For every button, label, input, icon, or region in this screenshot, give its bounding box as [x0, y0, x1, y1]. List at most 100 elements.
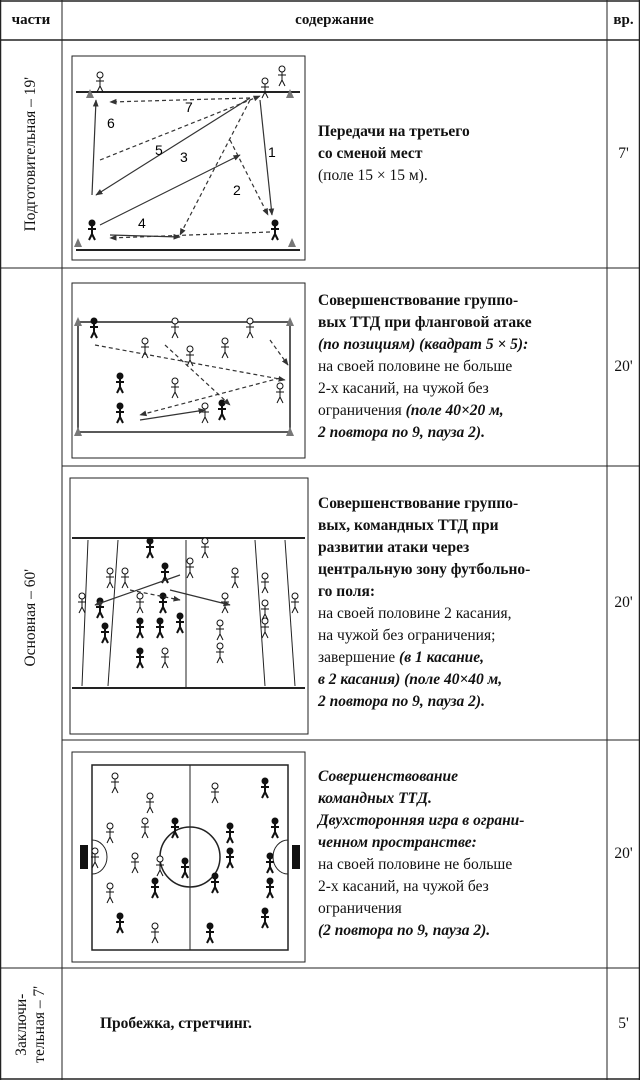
text-segment: (по позициям) (квадрат 5 × 5):: [318, 336, 528, 353]
row-text: Совершенствование группо-вых, командных …: [318, 466, 600, 740]
player: [262, 908, 268, 914]
text-line: ограничения (поле 40×20 м,: [318, 400, 600, 422]
player: [162, 563, 168, 569]
player: [142, 818, 148, 824]
row-time: 5': [607, 968, 640, 1080]
player: [272, 220, 278, 226]
player: [88, 226, 96, 240]
player: [232, 568, 238, 574]
text-segment: 2 повтора по 9, пауза 2).: [318, 693, 485, 710]
header-time: вр.: [607, 0, 640, 40]
player: [261, 624, 269, 638]
player: [117, 913, 123, 919]
player: [226, 829, 234, 843]
player: [176, 619, 184, 633]
text-line: Совершенствование группо-: [318, 493, 600, 515]
player: [157, 856, 163, 862]
player: [262, 618, 268, 624]
row-time: 7': [607, 40, 640, 268]
player: [187, 346, 193, 352]
text-line: (2 повтора по 9, пауза 2).: [318, 920, 600, 942]
diagram-number: 6: [107, 115, 115, 131]
player: [156, 624, 164, 638]
player: [111, 779, 119, 793]
player: [112, 773, 118, 779]
arrow: [96, 98, 250, 195]
player: [107, 823, 113, 829]
player: [272, 818, 278, 824]
player: [106, 574, 114, 588]
arrow: [110, 232, 270, 238]
player: [261, 784, 269, 798]
diagram-number: 4: [138, 215, 146, 231]
player: [106, 829, 114, 843]
text-segment: ограничения: [318, 900, 402, 917]
text-segment: (2 повтора по 9, пауза 2).: [318, 922, 490, 939]
diagram-number: 3: [180, 149, 188, 165]
arrow: [270, 340, 288, 365]
player: [91, 318, 97, 324]
player: [226, 854, 234, 868]
text-line: Совершенствование: [318, 766, 600, 788]
text-segment: вых, командных ТТД при: [318, 517, 499, 534]
player: [90, 324, 98, 338]
arrow: [110, 98, 250, 102]
field-line: [255, 540, 265, 686]
text-segment: завершение: [318, 649, 399, 666]
part-label-text: Подготовительная – 19': [22, 77, 40, 231]
diagram-number: 2: [233, 182, 241, 198]
text-segment: вых ТТД при фланговой атаке: [318, 314, 532, 331]
text-line: ограничения: [318, 898, 600, 920]
text-segment: Совершенствование: [318, 768, 458, 785]
player: [146, 799, 154, 813]
player: [151, 929, 159, 943]
player: [102, 623, 108, 629]
player: [122, 568, 128, 574]
row-time: 20': [607, 466, 640, 740]
text-line: (поле 15 × 15 м).: [318, 165, 600, 187]
text-line: 2-х касаний, на чужой без: [318, 876, 600, 898]
field: [70, 478, 308, 734]
player: [201, 409, 209, 423]
part-label-line: тельная – 7': [31, 986, 48, 1063]
player: [141, 824, 149, 838]
player: [171, 324, 179, 338]
part-label-line: Основная – 60': [22, 569, 39, 667]
player: [152, 878, 158, 884]
player: [171, 384, 179, 398]
player: [152, 923, 158, 929]
player: [137, 648, 143, 654]
player: [107, 568, 113, 574]
text-segment: (в 1 касание,: [399, 649, 484, 666]
arrow: [165, 345, 230, 405]
player: [171, 824, 179, 838]
cone: [74, 238, 82, 247]
player: [151, 884, 159, 898]
diagram-number: 1: [268, 144, 276, 160]
text-segment: на своей половине не больше: [318, 358, 512, 375]
player: [271, 824, 279, 838]
part-label: Подготовительная – 19': [0, 40, 62, 268]
row-text: Совершенствование группо-вых ТТД при фла…: [318, 268, 600, 466]
player: [101, 629, 109, 643]
player: [211, 789, 219, 803]
player: [292, 593, 298, 599]
part-label-text: Основная – 60': [22, 569, 40, 667]
text-line: 2 повтора по 9, пауза 2).: [318, 691, 600, 713]
player: [146, 544, 154, 558]
page: 1234567 части содержание вр. Подготовите…: [0, 0, 640, 1080]
text-line: командных ТТД.: [318, 788, 600, 810]
text-line: на чужой без ограничения;: [318, 625, 600, 647]
player: [202, 538, 208, 544]
player: [181, 864, 189, 878]
row-time: 20': [607, 268, 640, 466]
player: [217, 643, 223, 649]
player: [218, 406, 226, 420]
player: [262, 78, 268, 84]
player: [222, 338, 228, 344]
text-segment: развитии атаки через: [318, 539, 469, 556]
player: [116, 379, 124, 393]
player: [271, 226, 279, 240]
